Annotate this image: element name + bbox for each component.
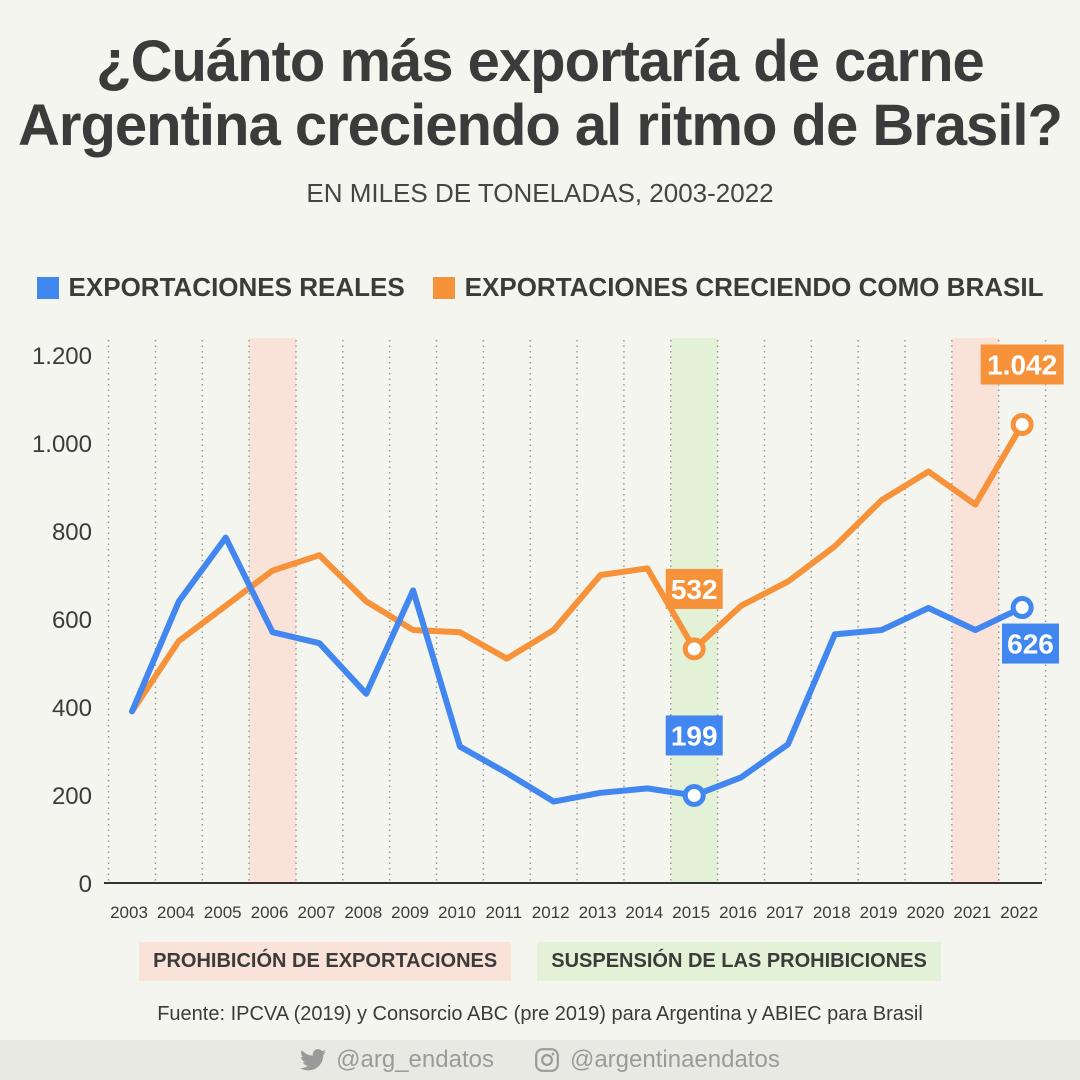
x-tick-label: 2003: [110, 903, 148, 922]
y-tick-label: 0: [79, 871, 92, 898]
footer-twitter[interactable]: @arg_endatos: [300, 1046, 494, 1074]
chart-title-line1: ¿Cuánto más exportaría de carne: [96, 29, 985, 94]
annotation-point-1: [1010, 596, 1034, 620]
annotation-box-1: [1002, 623, 1059, 664]
annotation-point-3: [1010, 413, 1034, 437]
legend-swatch-reales: [36, 276, 59, 299]
x-tick-label: 2021: [953, 903, 991, 922]
source-note: Fuente: IPCVA (2019) y Consorcio ABC (pr…: [157, 1003, 923, 1025]
annotation-label-0: 199: [671, 720, 718, 751]
x-tick-label: 2009: [391, 903, 429, 922]
x-tick-label: 2017: [766, 903, 804, 922]
y-tick-label: 400: [52, 695, 92, 722]
footer-twitter-handle: @arg_endatos: [336, 1046, 494, 1073]
legend-item-brasil: EXPORTACIONES CRECIENDO COMO BRASIL: [432, 272, 1044, 303]
y-tick-label: 600: [52, 607, 92, 634]
chart-title: ¿Cuánto más exportaría de carne Argentin…: [0, 30, 1080, 158]
x-tick-label: 2018: [813, 903, 851, 922]
x-tick-label: 2006: [251, 903, 289, 922]
instagram-icon: [535, 1048, 559, 1072]
x-tick-label: 2007: [297, 903, 335, 922]
annotation-box-0: [665, 715, 723, 756]
series-line-0: [129, 534, 1026, 805]
band-legend-suspension: SUSPENSIÓN DE LAS PROHIBICIONES: [537, 942, 941, 981]
footer-instagram-handle: @argentinaendatos: [569, 1046, 780, 1073]
y-tick-label: 1.200: [32, 343, 92, 370]
series-line-1: [129, 421, 1026, 715]
y-tick-label: 200: [52, 783, 92, 810]
x-tick-label: 2012: [532, 903, 570, 922]
twitter-icon: [300, 1049, 327, 1071]
annotation-label-1: 626: [1007, 629, 1054, 660]
x-tick-label: 2016: [719, 903, 757, 922]
y-tick-label: 800: [52, 519, 92, 546]
x-tick-label: 2010: [438, 903, 476, 922]
x-tick-label: 2005: [204, 903, 242, 922]
legend-label-reales: EXPORTACIONES REALES: [68, 272, 405, 302]
annotation-label-2: 532: [671, 574, 718, 605]
chart-title-line2: Argentina creciendo al ritmo de Brasil?: [18, 93, 1063, 158]
legend-swatch-brasil: [432, 276, 455, 299]
legend-label-brasil: EXPORTACIONES CRECIENDO COMO BRASIL: [464, 272, 1044, 302]
chart-subtitle: EN MILES DE TONELADAS, 2003-2022: [306, 178, 774, 208]
x-tick-label: 2011: [486, 903, 523, 922]
annotation-point-0: [682, 783, 706, 807]
x-tick-label: 2004: [157, 903, 195, 922]
footer: @arg_endatos @argentinaendatos: [0, 1040, 1080, 1080]
legend-item-reales: EXPORTACIONES REALES: [36, 272, 405, 303]
x-tick-label: 2019: [860, 903, 898, 922]
band-prohibicion-2021: [951, 338, 999, 883]
x-tick-label: 2022: [1000, 903, 1038, 922]
band-prohibicion-2006: [249, 338, 296, 883]
x-tick-label: 2008: [344, 903, 382, 922]
x-tick-label: 2013: [579, 903, 617, 922]
annotation-point-2: [682, 637, 706, 661]
x-tick-label: 2020: [907, 903, 945, 922]
y-tick-label: 1.000: [32, 431, 92, 458]
footer-instagram[interactable]: @argentinaendatos: [534, 1046, 780, 1074]
annotation-label-3: 1.042: [987, 350, 1057, 381]
annotation-box-2: [665, 568, 723, 609]
legend: EXPORTACIONES REALES EXPORTACIONES CRECI…: [0, 272, 1080, 303]
band-legend: PROHIBICIÓN DE EXPORTACIONES SUSPENSIÓN …: [0, 942, 1080, 981]
annotation-box-3: [980, 344, 1064, 385]
band-legend-prohibicion: PROHIBICIÓN DE EXPORTACIONES: [139, 942, 512, 981]
x-tick-label: 2015: [672, 903, 710, 922]
x-tick-label: 2014: [625, 903, 663, 922]
